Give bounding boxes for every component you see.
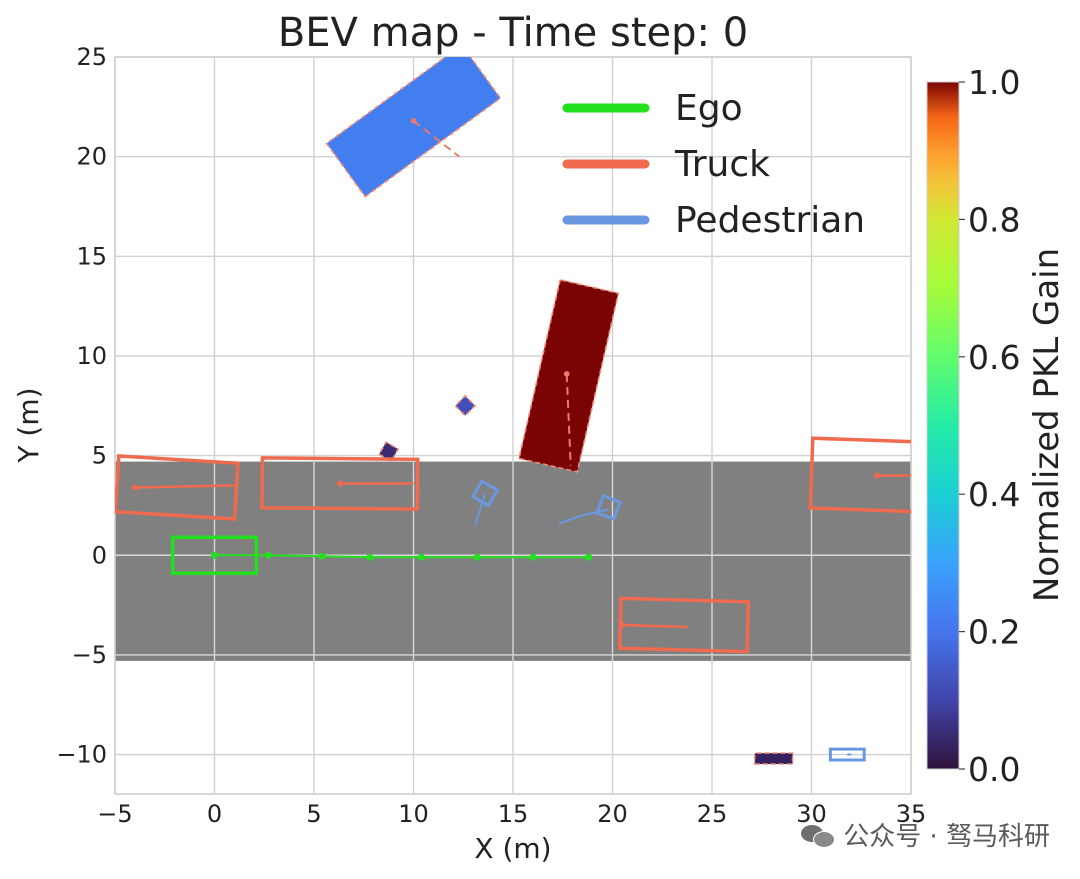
wechat-icon [801,823,836,848]
truck-point [336,480,343,487]
truck-trajectory [134,484,235,489]
ego-trajectory-point [585,553,593,561]
legend: Ego Truck Pedestrian [562,88,865,241]
road [115,461,911,661]
colorbar-tick-label: 0.8 [968,200,1020,239]
pedestrian-box [828,747,866,762]
x-tick-label: 30 [796,800,827,828]
ego-trajectory-point [417,553,425,561]
x-tick-label: −5 [97,800,132,828]
chart-title: BEV map - Time step: 0 [278,10,748,56]
truck-box [260,456,420,511]
y-tick-label: −10 [56,741,107,769]
objects [115,57,911,765]
watermark-text: 公众号 · 驽马科研 [843,822,1050,852]
ego-trajectory-point [264,551,272,559]
colorbar [926,81,960,770]
x-tick-label: 35 [896,800,927,828]
pkl-object-point [563,371,570,377]
truck-box [618,596,751,654]
colorbar-tick-label: 0.2 [968,613,1020,652]
x-tick-label: 10 [398,800,429,828]
truck-point [874,472,881,479]
colorbar-tick-label: 0.0 [968,750,1020,789]
y-tick-label: 25 [76,43,107,71]
colorbar-tick-label: 1.0 [968,63,1020,102]
y-tick-label: 10 [76,342,107,370]
y-tick-labels: −10 −5 0 5 10 15 20 25 [56,43,107,769]
colorbar-label: Normalized PKL Gain [1027,248,1067,602]
truck-point [619,622,626,629]
legend-label-ego: Ego [675,88,743,129]
y-tick-label: 5 [92,442,107,470]
y-tick-label: 20 [76,143,107,171]
pedestrian-trajectory [474,493,487,526]
ego-trajectory [214,554,589,559]
truck-box [115,454,240,521]
grid [114,56,912,794]
x-tick-label: 5 [306,800,321,828]
truck-box [808,436,911,514]
pedestrian-trajectory [558,508,609,525]
colorbar-tick-label: 0.6 [968,338,1020,377]
y-axis-label: Y (m) [12,387,45,463]
x-tick-label: 15 [498,800,529,828]
pkl-object-point [410,117,417,124]
colorbar-tick-label: 0.4 [968,475,1020,514]
x-tick-label: 25 [697,800,728,828]
colorbar-tick-labels: 0.0 0.2 0.4 0.6 0.8 1.0 [959,63,1020,789]
pkl-object-box [753,752,794,765]
y-tick-label: 15 [76,242,107,270]
ego-box [170,535,259,575]
y-tick-label: 0 [92,541,107,569]
watermark: 公众号 · 驽马科研 [801,816,1050,853]
pkl-object-trajectory [412,120,460,158]
truck-point [131,484,138,491]
y-tick-label: −5 [72,641,107,669]
x-axis-label: X (m) [474,832,551,865]
x-tick-labels: −5 0 5 10 15 20 25 30 35 [97,800,926,828]
pedestrian-box [595,493,622,521]
x-tick-label: 0 [207,800,222,828]
pkl-object-trajectory [565,373,572,466]
legend-label-truck: Truck [674,144,770,185]
ego-trajectory-point [211,551,218,559]
x-tick-label: 20 [597,800,628,828]
pkl-object-box [454,394,477,417]
ego-trajectory-point [473,553,481,561]
ego-trajectory-point [366,553,374,561]
truck-trajectory [622,623,689,629]
ego-trajectory-point [318,552,326,560]
pkl-object-box [325,57,502,198]
ego-trajectory-point [529,553,537,561]
legend-label-pedestrian: Pedestrian [675,200,865,241]
